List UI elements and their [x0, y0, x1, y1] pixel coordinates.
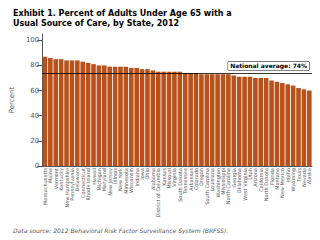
- svg-text:40: 40: [30, 112, 39, 120]
- svg-text:100: 100: [26, 36, 39, 44]
- svg-text:New Jersey: New Jersey: [106, 168, 113, 196]
- svg-text:Georgia: Georgia: [230, 168, 237, 188]
- svg-text:South Dakota: South Dakota: [176, 168, 183, 202]
- svg-text:Arkansas: Arkansas: [187, 168, 194, 191]
- svg-text:Maine: Maine: [47, 168, 54, 183]
- svg-text:Florida: Florida: [268, 168, 275, 185]
- svg-text:80: 80: [30, 61, 39, 69]
- svg-text:Indiana: Indiana: [133, 168, 140, 187]
- svg-text:Tennessee: Tennessee: [182, 168, 189, 195]
- svg-text:Virginia: Virginia: [171, 168, 178, 187]
- svg-text:New Hampshire: New Hampshire: [63, 168, 70, 208]
- svg-text:Utah: Utah: [247, 168, 253, 180]
- svg-text:Kentucky: Kentucky: [58, 168, 65, 191]
- svg-text:Data source: 2012 Behavioral R: Data source: 2012 Behavioral Risk Factor…: [13, 227, 228, 235]
- svg-text:Percent: Percent: [8, 87, 16, 114]
- svg-text:Alabama: Alabama: [149, 168, 156, 190]
- svg-text:Alaska: Alaska: [306, 168, 312, 184]
- svg-text:Usual Source of Care, by State: Usual Source of Care, by State, 2012: [13, 19, 179, 28]
- svg-text:Pennsylvania: Pennsylvania: [68, 168, 75, 201]
- svg-text:West Virginia: West Virginia: [241, 168, 248, 201]
- svg-text:North Dakota: North Dakota: [263, 168, 270, 202]
- svg-text:Delaware: Delaware: [74, 168, 81, 192]
- svg-text:Missouri: Missouri: [166, 168, 172, 189]
- svg-text:North Carolina: North Carolina: [225, 168, 232, 205]
- svg-text:0: 0: [35, 162, 39, 170]
- svg-text:60: 60: [30, 87, 39, 95]
- svg-text:Colorado: Colorado: [193, 168, 199, 191]
- svg-text:Ohio: Ohio: [144, 168, 151, 180]
- svg-text:Kansas: Kansas: [160, 168, 167, 186]
- svg-text:Michigan: Michigan: [95, 168, 102, 191]
- svg-text:Oregon: Oregon: [198, 168, 205, 187]
- svg-text:Massachusetts: Massachusetts: [42, 168, 48, 205]
- svg-text:Wisconsin: Wisconsin: [128, 168, 135, 193]
- svg-text:Exhibit 1. Percent of Adults U: Exhibit 1. Percent of Adults Under Age 6…: [13, 9, 232, 18]
- svg-text:New Mexico: New Mexico: [279, 168, 286, 198]
- svg-text:Mississippi: Mississippi: [220, 168, 226, 195]
- svg-text:Wyoming: Wyoming: [290, 168, 297, 192]
- svg-text:Oklahoma: Oklahoma: [236, 168, 243, 194]
- svg-text:Maryland: Maryland: [101, 168, 108, 192]
- svg-text:Connecticut: Connecticut: [79, 168, 86, 198]
- svg-text:Idaho: Idaho: [284, 168, 291, 182]
- svg-text:Arizona: Arizona: [252, 168, 259, 187]
- svg-text:Hawaii: Hawaii: [90, 168, 97, 185]
- svg-text:20: 20: [30, 137, 39, 145]
- svg-text:South Carolina: South Carolina: [203, 168, 210, 205]
- svg-text:Rhode Island: Rhode Island: [85, 168, 92, 201]
- svg-text:Iowa: Iowa: [139, 168, 146, 180]
- svg-text:California: California: [257, 168, 264, 192]
- svg-text:Texas: Texas: [295, 168, 302, 182]
- svg-text:Montana: Montana: [273, 168, 280, 190]
- svg-text:Louisiana: Louisiana: [209, 168, 216, 192]
- svg-text:National average: 74%: National average: 74%: [230, 62, 307, 70]
- svg-text:Minnesota: Minnesota: [122, 168, 129, 194]
- svg-text:Vermont: Vermont: [52, 168, 59, 190]
- svg-text:Nevada: Nevada: [300, 168, 307, 188]
- svg-text:Illinois: Illinois: [112, 168, 119, 184]
- svg-text:Washington: Washington: [214, 168, 221, 198]
- svg-text:New York: New York: [117, 168, 124, 191]
- svg-text:District of Columbia: District of Columbia: [155, 168, 162, 218]
